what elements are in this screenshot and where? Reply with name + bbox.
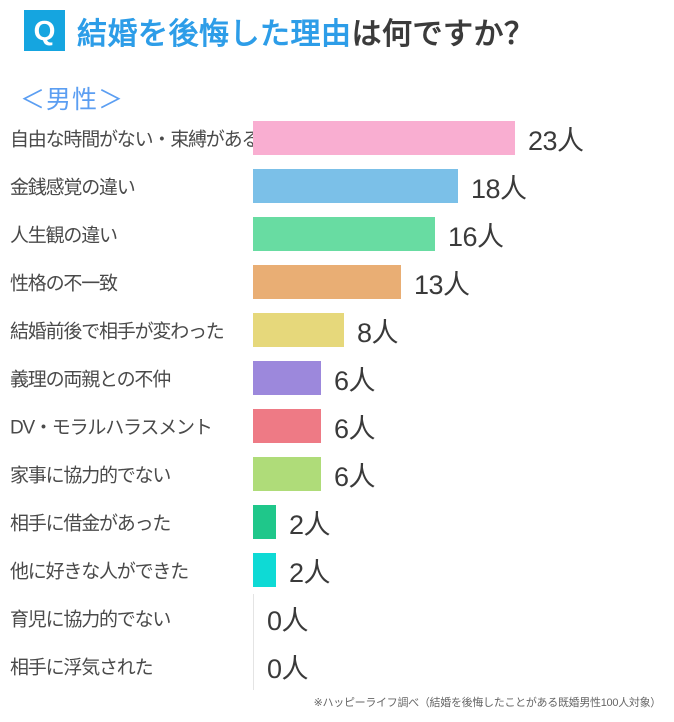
value-label: 8人	[357, 317, 399, 348]
bar	[253, 457, 321, 491]
chart-row: 結婚前後で相手が変わった 8人	[0, 306, 674, 354]
question-badge: Q	[24, 10, 65, 51]
chart-row: 他に好きな人ができた 2人	[0, 546, 674, 594]
value-label: 2人	[289, 509, 331, 540]
bar	[253, 553, 276, 587]
value-label: 16人	[448, 221, 504, 252]
category-label: 金銭感覚の違い	[10, 177, 136, 199]
group-subtitle: ＜男性＞	[20, 86, 125, 114]
chart-row: 金銭感覚の違い 18人	[0, 162, 674, 210]
category-label: 自由な時間がない・束縛がある	[10, 129, 260, 151]
category-label: 性格の不一致	[10, 273, 118, 295]
value-label: 13人	[414, 269, 470, 300]
category-label: 結婚前後で相手が変わった	[10, 321, 225, 343]
bar-area: 6人	[253, 354, 376, 402]
bar	[253, 409, 321, 443]
page-title-highlight: 結婚を後悔した理由	[77, 17, 352, 51]
value-label: 0人	[267, 605, 309, 636]
category-label: 育児に協力的でない	[10, 609, 171, 631]
bar	[253, 169, 458, 203]
chart-row: 人生観の違い 16人	[0, 210, 674, 258]
bar-area: 16人	[253, 210, 504, 258]
value-label: 0人	[267, 653, 309, 684]
chart-row: 家事に協力的でない 6人	[0, 450, 674, 498]
bar-area: 2人	[253, 546, 331, 594]
bar	[253, 313, 344, 347]
category-label: 家事に協力的でない	[10, 465, 171, 487]
value-label: 2人	[289, 557, 331, 588]
value-label: 23人	[528, 125, 584, 156]
value-label: 18人	[471, 173, 527, 204]
bar	[253, 505, 276, 539]
bar-area: 6人	[253, 450, 376, 498]
chart-row: DV・モラルハラスメント 6人	[0, 402, 674, 450]
bar-area: 6人	[253, 402, 376, 450]
question-badge-letter: Q	[33, 14, 56, 46]
chart-row: 義理の両親との不仲 6人	[0, 354, 674, 402]
category-label: 相手に借金があった	[10, 513, 171, 535]
bar	[253, 121, 515, 155]
bar	[253, 217, 435, 251]
bar-area: 8人	[253, 306, 399, 354]
chart-row: 相手に浮気された 0人	[0, 642, 674, 690]
category-label: DV・モラルハラスメント	[10, 417, 213, 439]
bar-area: 2人	[253, 498, 331, 546]
bar	[253, 361, 321, 395]
value-label: 6人	[334, 365, 376, 396]
bar-area: 18人	[253, 162, 527, 210]
chart-row: 育児に協力的でない 0人	[0, 594, 674, 642]
bar-area: 0人	[253, 594, 309, 642]
category-label: 義理の両親との不仲	[10, 369, 171, 391]
value-label: 6人	[334, 461, 376, 492]
chart-row: 自由な時間がない・束縛がある 23人	[0, 114, 674, 162]
chart-row: 性格の不一致 13人	[0, 258, 674, 306]
bar-area: 13人	[253, 258, 470, 306]
page-title: 結婚を後悔した理由 は何ですか？	[77, 10, 535, 51]
bar-area: 23人	[253, 114, 584, 162]
category-label: 人生観の違い	[10, 225, 118, 247]
value-label: 6人	[334, 413, 376, 444]
bar	[253, 265, 401, 299]
category-label: 他に好きな人ができた	[10, 561, 189, 583]
bar-area: 0人	[253, 642, 309, 690]
page-title-rest: は何ですか？	[351, 17, 535, 51]
chart-row: 相手に借金があった 2人	[0, 498, 674, 546]
source-note: ※ハッピーライフ調べ（結婚を後悔したことがある既婚男性100人対象）	[313, 697, 662, 709]
bar-chart: 自由な時間がない・束縛がある 23人金銭感覚の違い 18人人生観の違い 16人性格の不…	[0, 114, 674, 690]
category-label: 相手に浮気された	[10, 657, 154, 679]
